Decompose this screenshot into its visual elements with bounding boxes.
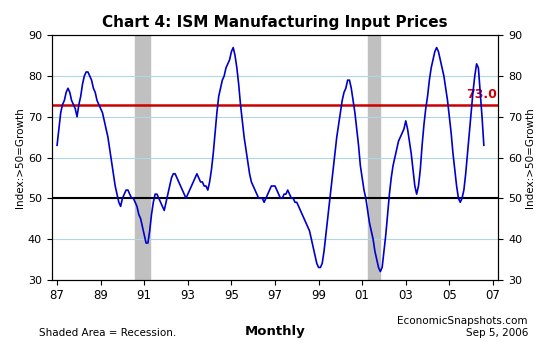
Y-axis label: Index:>50=Growth: Index:>50=Growth	[525, 107, 535, 208]
Y-axis label: Index:>50=Growth: Index:>50=Growth	[15, 107, 25, 208]
Bar	[135, 35, 150, 280]
Text: Monthly: Monthly	[245, 325, 305, 338]
Text: 73.0: 73.0	[466, 88, 497, 101]
Bar	[367, 35, 380, 280]
Text: EconomicSnapshots.com
Sep 5, 2006: EconomicSnapshots.com Sep 5, 2006	[398, 316, 528, 338]
Text: Shaded Area = Recession.: Shaded Area = Recession.	[39, 328, 176, 338]
Title: Chart 4: ISM Manufacturing Input Prices: Chart 4: ISM Manufacturing Input Prices	[102, 15, 448, 30]
